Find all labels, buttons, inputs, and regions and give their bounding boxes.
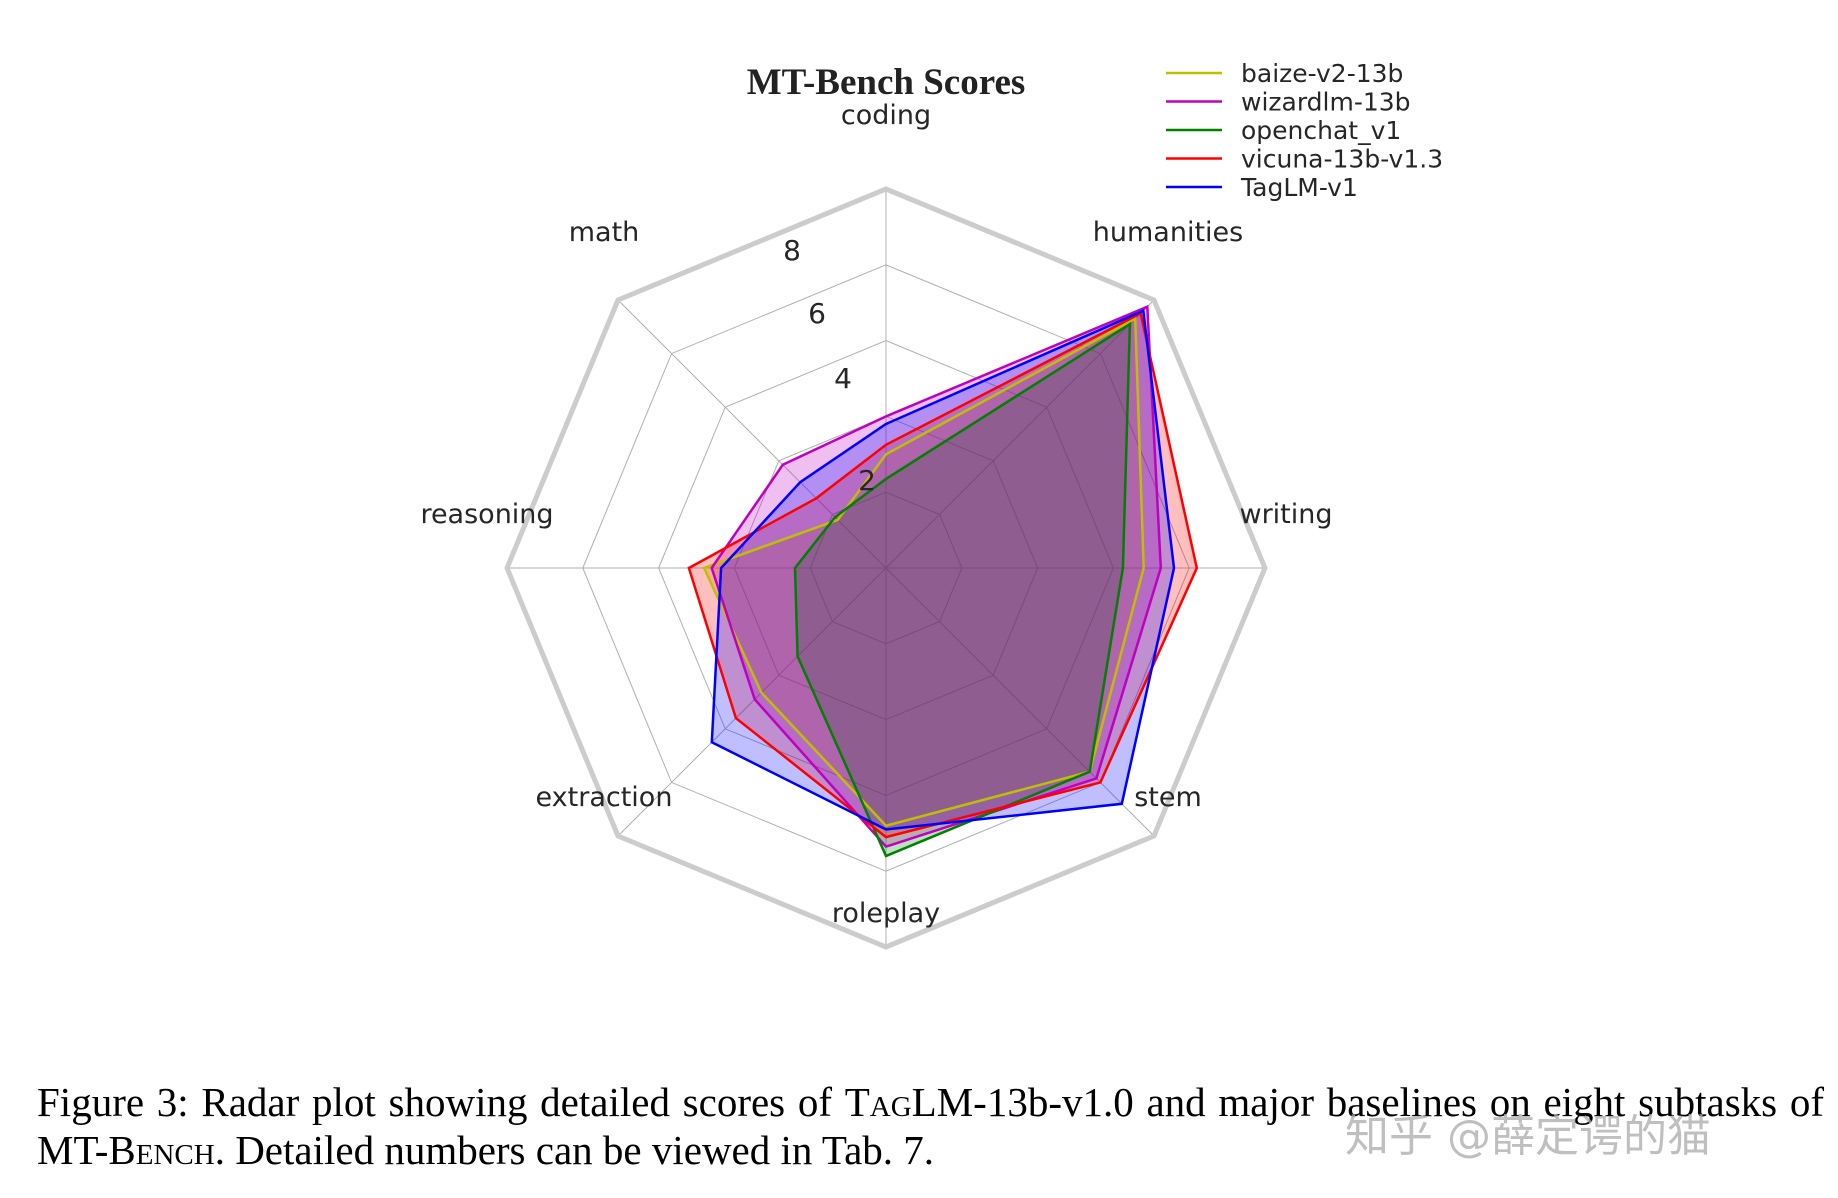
series-line-vicuna-13b-v1.3 [687, 311, 1199, 839]
watermark: 知乎 @薛定谔的猫 [1345, 1111, 1711, 1162]
legend-label: baize-v2-13b [1241, 59, 1403, 88]
caption-text: Figure 3: Radar plot showing detailed sc… [37, 1079, 845, 1125]
axis-label-humanities: humanities [1093, 217, 1243, 248]
axis-label-math: math [569, 217, 640, 248]
axis-label-extraction: extraction [536, 782, 673, 813]
grid-spoke [617, 567, 887, 837]
radar-grid [504, 186, 1268, 950]
grid-spoke [617, 299, 887, 569]
series-line-baize-v2-13b [702, 316, 1145, 828]
series-line-TagLM-v1 [710, 308, 1176, 831]
legend-item: wizardlm-13b [1166, 88, 1411, 117]
outer-frame [504, 186, 1268, 950]
caption-smallcaps: Bench [108, 1127, 215, 1173]
series-fill-baize-v2-13b [704, 318, 1144, 826]
radial-tick-labels: 2 468 [783, 234, 876, 497]
series-line-wizardlm-13b [710, 304, 1163, 849]
caption-text: -13b-v1.0 and major baselines on eight s… [37, 1079, 1824, 1173]
legend-label: TagLM-v1 [1240, 173, 1358, 202]
grid-spoke [885, 567, 1155, 837]
radial-tick-2: 2 [858, 464, 876, 497]
caption-text: . Detailed numbers can be viewed in Tab.… [214, 1127, 935, 1173]
radial-tick-8: 8 [783, 234, 801, 267]
series-fill-TagLM-v1 [711, 310, 1174, 830]
series-fill-openchat_v1 [795, 324, 1130, 857]
axis-label-coding: coding [841, 100, 931, 131]
radial-tick-4: 4 [834, 362, 852, 395]
radar-chart: coding humanities writing stem roleplay extra… [420, 59, 1443, 950]
grid-spoke [885, 299, 1155, 569]
radial-tick-6: 6 [808, 297, 826, 330]
chart-title: MT-Bench Scores [747, 62, 1026, 103]
legend-item: baize-v2-13b [1166, 59, 1403, 88]
legend-label: openchat_v1 [1241, 116, 1401, 145]
series-fill-wizardlm-13b [711, 306, 1161, 847]
axis-label-roleplay: roleplay [832, 898, 940, 929]
series-line-openchat_v1 [793, 321, 1132, 858]
legend-label: wizardlm-13b [1241, 88, 1411, 117]
figure-caption: Figure 3: Radar plot showing detailed sc… [37, 1078, 1824, 1174]
axis-label-reasoning: reasoning [420, 499, 553, 530]
axis-label-stem: stem [1134, 782, 1202, 813]
legend-item: openchat_v1 [1166, 116, 1401, 145]
caption-smallcaps: TagLM [844, 1079, 974, 1125]
legend-label: vicuna-13b-v1.3 [1241, 145, 1443, 174]
legend-item: vicuna-13b-v1.3 [1166, 145, 1443, 174]
axis-label-writing: writing [1239, 499, 1332, 530]
axis-labels: coding humanities writing stem roleplay extra… [420, 100, 1332, 929]
legend: baize-v2-13bwizardlm-13bopenchat_v1vicun… [1166, 59, 1443, 202]
series-lines [687, 304, 1199, 858]
legend-item: TagLM-v1 [1166, 173, 1358, 202]
series-fill-vicuna-13b-v1.3 [688, 313, 1197, 838]
series-fills [688, 306, 1197, 857]
